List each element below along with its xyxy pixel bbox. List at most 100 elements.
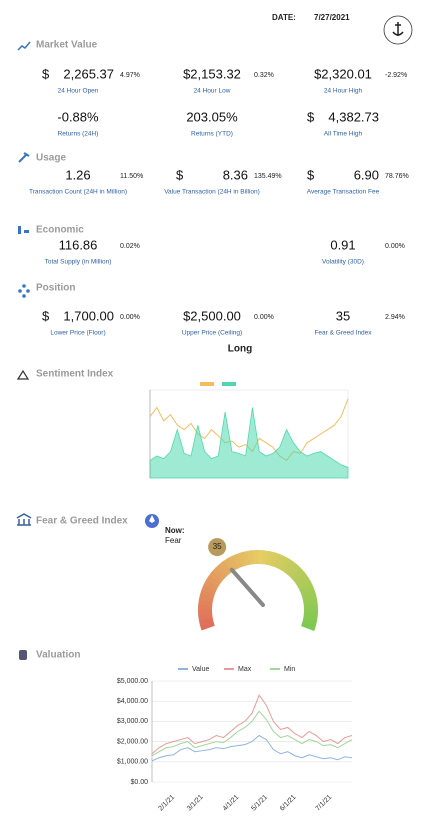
section-icons <box>16 41 159 660</box>
gauge-band <box>247 550 255 565</box>
legend-label: Max <box>238 666 252 673</box>
signal: Long <box>228 344 252 355</box>
gauge-band <box>212 567 226 581</box>
metric-value: $2,153.32 <box>183 66 241 81</box>
y-tick-label: $0.00 <box>130 779 148 786</box>
gauge-band <box>301 589 317 599</box>
gauge-band <box>200 588 215 599</box>
currency: $ <box>176 167 184 182</box>
gauge-value: 35 <box>213 542 222 551</box>
gauge-band <box>232 553 243 569</box>
section-title: Usage <box>36 153 66 164</box>
currency: $ <box>42 308 50 323</box>
date: 7/27/2021 <box>314 13 350 22</box>
logo <box>383 15 413 45</box>
y-tick-label: $5,000.00 <box>117 678 148 685</box>
gauge-band <box>284 560 297 576</box>
gauge-band <box>301 621 316 632</box>
gauge-band <box>203 579 219 591</box>
metric-value: 203.05% <box>186 109 238 124</box>
x-tick-label: 4/1/21 <box>222 794 241 813</box>
metric-label: 24 Hour Open <box>58 88 99 95</box>
gauge-band <box>293 571 308 584</box>
metric-change: -2.92% <box>385 72 407 79</box>
gauge-band <box>295 575 311 588</box>
metric-label: 24 Hour High <box>324 88 363 95</box>
metric-change: 0.02% <box>120 243 140 250</box>
metric-value: 1.26 <box>65 167 90 182</box>
metric-change: 135.49% <box>254 173 282 180</box>
metric-value: 2,265.37 <box>63 66 114 81</box>
section-title: Fear & Greed Index <box>36 516 128 527</box>
x-tick-label: 3/1/21 <box>186 794 205 813</box>
gauge-band <box>297 580 313 591</box>
gauge-band <box>237 551 247 567</box>
x-tick-label: 7/1/21 <box>315 794 334 813</box>
metric-value: -0.88% <box>57 109 99 124</box>
metric-value: $2,320.01 <box>314 66 372 81</box>
metric-change: 2.94% <box>385 314 405 321</box>
gauge-state: Fear <box>165 536 182 545</box>
metric-change: 0.00% <box>254 314 274 321</box>
metric-change: 0.00% <box>385 243 405 250</box>
metric-change: 11.50% <box>120 173 143 180</box>
gauge-band <box>299 584 315 595</box>
metric-label: Average Transaction Fee <box>307 189 380 196</box>
gauge-needle <box>229 567 265 607</box>
gauge-band <box>287 564 301 578</box>
x-tick-label: 5/1/21 <box>250 794 269 813</box>
metric-value: 4,382.73 <box>328 109 379 124</box>
gauge-band <box>206 575 221 587</box>
gauge-band <box>262 550 269 565</box>
currency: $ <box>42 66 50 81</box>
metric-label: Upper Price (Ceiling) <box>182 330 242 337</box>
gauge-band <box>208 571 224 584</box>
series-area <box>149 407 349 479</box>
gauge-band <box>199 621 215 631</box>
legend-swatch <box>200 382 214 386</box>
section-title: Valuation <box>36 650 80 661</box>
y-tick-label: $3,000.00 <box>117 718 148 725</box>
y-tick-label: $1,000.00 <box>117 759 148 766</box>
section-title: Market Value <box>36 40 98 51</box>
gauge-band <box>198 593 214 603</box>
metric-change: 0.32% <box>254 72 274 79</box>
currency: $ <box>307 167 315 182</box>
metric-value: $2,500.00 <box>183 308 241 323</box>
metric-value: 1,700.00 <box>63 308 114 323</box>
metric-label: Value Transaction (24H in Billion) <box>164 189 260 196</box>
series-line <box>151 734 353 762</box>
metric-label: 24 Hour Low <box>194 88 231 95</box>
gauge-band <box>201 584 217 595</box>
gauge-band <box>303 610 318 616</box>
section-title: Position <box>36 283 75 294</box>
gauge-band <box>281 558 293 573</box>
metric-label: Transaction Count (24H in Million) <box>29 189 127 196</box>
metric-label: Volatility (30D) <box>322 259 364 266</box>
gauge-band <box>258 550 264 565</box>
gauge-band <box>303 604 318 611</box>
x-tick-label: 2/1/21 <box>157 794 176 813</box>
gauge-band <box>265 550 275 566</box>
gauge-band <box>198 599 213 606</box>
metric-value: 116.86 <box>59 237 98 252</box>
metric-value: 0.91 <box>330 237 355 252</box>
gauge-bubble <box>208 538 227 557</box>
gauge-band <box>303 614 318 621</box>
section-title: Economic <box>36 225 84 236</box>
gauge-band <box>269 552 280 567</box>
gauge-band <box>290 567 305 581</box>
gauge-now: Now: <box>165 526 185 535</box>
y-tick-label: $2,000.00 <box>117 738 148 745</box>
metric-change: 78.76% <box>385 173 409 180</box>
metric-label: Returns (YTD) <box>191 131 233 138</box>
gauge-band <box>215 563 229 578</box>
date-label: DATE: <box>272 13 296 22</box>
metric-value: 35 <box>336 308 350 323</box>
legend-label: Min <box>284 666 295 673</box>
metric-change: 4.97% <box>120 72 140 79</box>
metric-label: Lower Price (Floor) <box>50 330 105 337</box>
y-tick-label: $4,000.00 <box>117 698 148 705</box>
metric-label: Total Supply (in Million) <box>45 259 112 266</box>
